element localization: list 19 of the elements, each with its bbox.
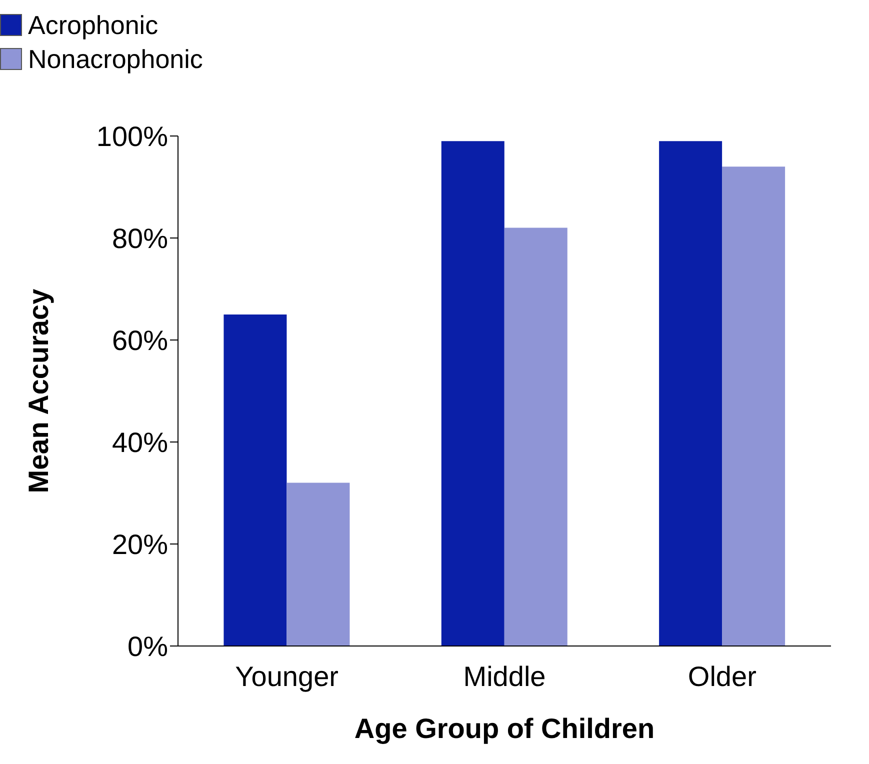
x-axis-title: Age Group of Children — [354, 713, 655, 744]
x-tick-label: Younger — [235, 660, 338, 692]
y-axis-title: Mean Accuracy — [22, 288, 54, 494]
bar — [441, 141, 504, 646]
y-tick-label: 20% — [112, 528, 168, 560]
legend-label: Nonacrophonic — [28, 43, 203, 76]
y-tick-label: 100% — [96, 120, 168, 152]
bar — [224, 314, 287, 646]
y-tick-label: 80% — [112, 222, 168, 254]
x-tick-label: Middle — [463, 660, 546, 692]
bar — [722, 166, 786, 646]
y-tick-label: 0% — [128, 630, 168, 662]
y-tick-label: 60% — [112, 324, 168, 356]
bar — [286, 482, 350, 646]
y-tick-label: 40% — [112, 426, 168, 458]
bar — [659, 141, 722, 646]
bar — [504, 228, 568, 646]
x-tick-label: Older — [688, 660, 756, 692]
legend-label: Acrophonic — [28, 9, 158, 42]
